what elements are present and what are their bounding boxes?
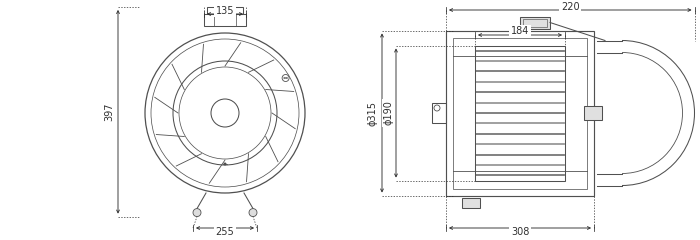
Bar [520,17,550,29]
Text: ϕ190: ϕ190 [383,101,393,126]
Bar [475,46,565,180]
Text: 308: 308 [511,227,529,237]
Bar [204,14,246,26]
Bar [462,198,480,208]
Bar [453,37,587,188]
Circle shape [223,162,227,166]
Text: 397: 397 [104,102,114,121]
Text: 135: 135 [216,6,234,16]
Bar [523,18,547,26]
Bar [584,106,602,120]
Bar [207,7,243,14]
Text: 255: 255 [216,227,234,237]
Text: 220: 220 [561,1,580,12]
Bar [446,30,594,196]
Text: 184: 184 [511,26,529,36]
Bar [432,103,446,123]
Circle shape [193,209,201,216]
Text: ϕ315: ϕ315 [367,101,377,126]
Circle shape [249,209,257,216]
